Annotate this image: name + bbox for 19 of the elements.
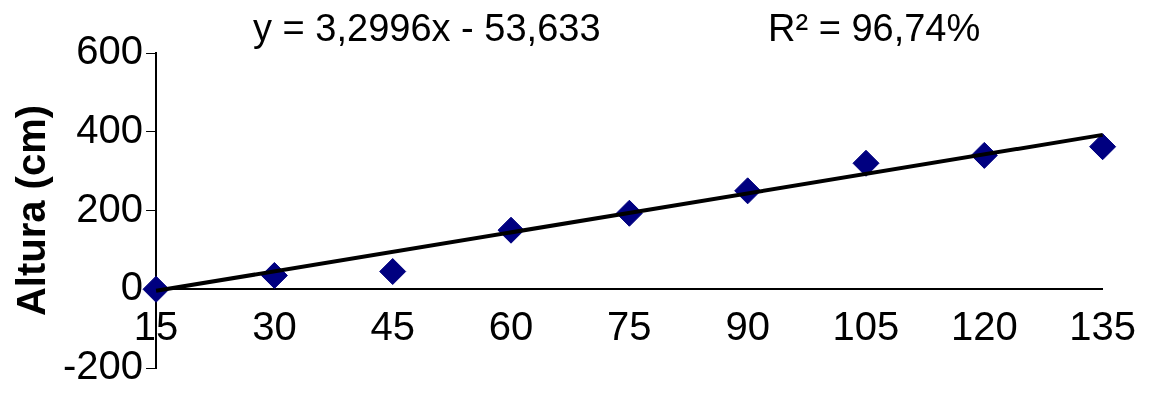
x-tick-label: 90 — [725, 304, 770, 349]
y-axis-title: Altura (cm) — [9, 104, 54, 317]
x-tick-label: 75 — [607, 304, 652, 349]
y-tick-label: -200 — [63, 343, 144, 388]
y-tick-label: 200 — [76, 185, 144, 230]
point — [1089, 133, 1117, 161]
y-tick-label: 400 — [76, 106, 144, 151]
y-tick-label: 0 — [120, 264, 144, 309]
x-tick-label: 120 — [950, 304, 1018, 349]
x-tick-label: 135 — [1069, 304, 1137, 349]
x-tick-label: 60 — [488, 304, 534, 349]
point — [852, 149, 880, 177]
x-tick-label: 45 — [370, 304, 415, 349]
point — [379, 258, 407, 286]
y-tick-label: 600 — [76, 28, 144, 73]
x-tick-label: 105 — [832, 304, 900, 349]
text: R² = 96,74% — [768, 7, 981, 50]
x-tick-label: 30 — [252, 304, 297, 349]
text: y = 3,2996x - 53,633 — [253, 7, 601, 50]
